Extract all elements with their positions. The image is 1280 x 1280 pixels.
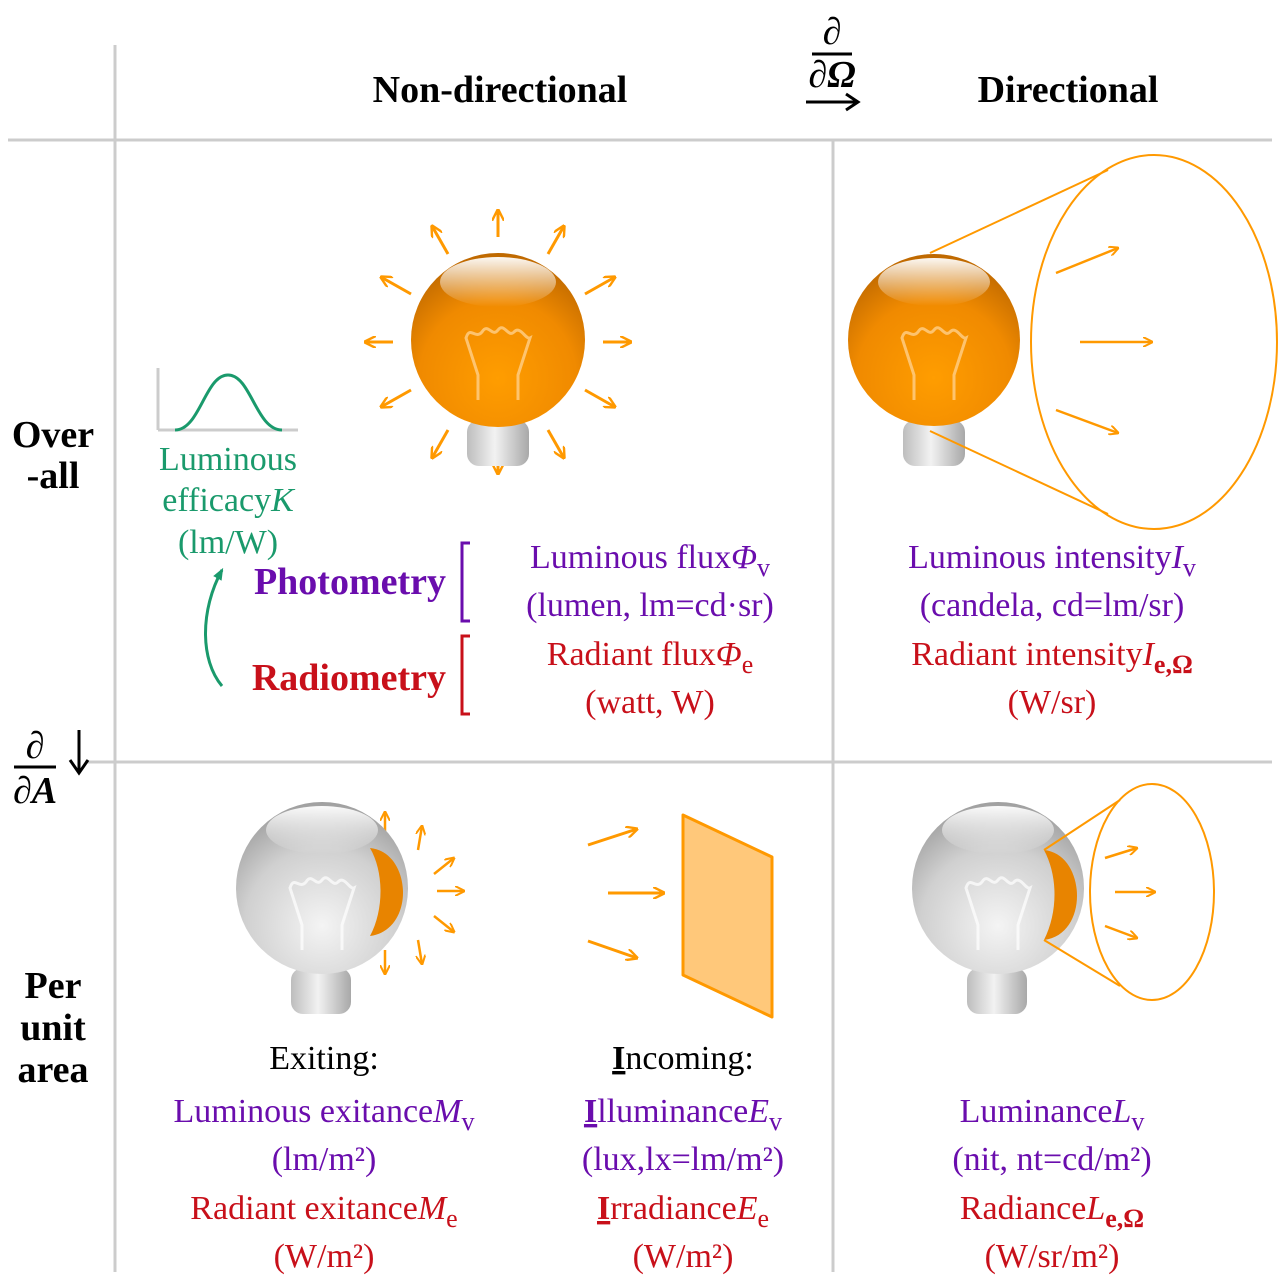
efficacy-arrow: [204, 567, 224, 687]
irradiance-unit: (W/m²): [633, 1238, 734, 1275]
illuminance-panel-icon: [587, 813, 774, 1019]
row-label-overall-2: -all: [27, 455, 80, 497]
exitance-bulb-icon: [236, 802, 464, 1014]
radiant-intensity-label: Radiant intensityIe,Ω: [911, 636, 1193, 679]
luminous-exitance-label: Luminous exitanceMv: [174, 1093, 475, 1136]
svg-text:∂: ∂: [823, 11, 842, 53]
luminous-flux-unit: (lumen, lm=cd·sr): [526, 587, 774, 624]
illuminance-label: IlluminanceEv: [584, 1093, 782, 1136]
legend-radiometry: Radiometry: [252, 657, 446, 699]
photometry-bracket: [460, 541, 470, 623]
radiant-flux-unit: (watt, W): [585, 684, 715, 721]
luminous-intensity-unit: (candela, cd=lm/sr): [920, 587, 1185, 624]
radiance-label: RadianceLe,Ω: [960, 1190, 1144, 1233]
svg-text:∂A: ∂A: [13, 770, 57, 812]
luminous-intensity-label: Luminous intensityIv: [908, 539, 1196, 582]
radiant-exitance-unit: (W/m²): [274, 1238, 375, 1275]
efficacy-label-1: Luminous: [159, 441, 297, 478]
grid-lines: [8, 45, 1272, 1272]
header-non-directional: Non-directional: [373, 69, 628, 111]
luminance-bulb-icon: [912, 783, 1215, 1014]
efficacy-label-2: efficacyK: [162, 482, 296, 519]
intensity-bulb-icon: [848, 154, 1278, 530]
luminance-label: LuminanceLv: [960, 1093, 1145, 1136]
partial-area-operator: ∂ ∂A: [13, 725, 90, 812]
radiant-exitance-label: Radiant exitanceMe: [190, 1190, 457, 1233]
luminous-flux-label: Luminous fluxΦv: [530, 539, 770, 582]
luminous-efficacy-curve-icon: [156, 368, 298, 432]
row-label-overall-1: Over: [12, 414, 94, 456]
svg-text:∂: ∂: [26, 725, 45, 767]
radiant-intensity-unit: (W/sr): [1008, 684, 1097, 721]
incoming-heading: Incoming:: [612, 1040, 754, 1077]
row-label-area: area: [17, 1049, 88, 1091]
header-directional: Directional: [978, 69, 1159, 111]
row-label-per: Per: [25, 965, 82, 1007]
partial-omega-operator: ∂ ∂Ω: [806, 11, 861, 112]
radiant-flux-label: Radiant fluxΦe: [547, 636, 753, 679]
svg-text:∂Ω: ∂Ω: [808, 54, 855, 96]
radiometry-bracket: [460, 634, 470, 716]
legend-photometry: Photometry: [254, 561, 446, 603]
row-label-unit: unit: [20, 1007, 86, 1049]
luminance-unit: (nit, nt=cd/m²): [952, 1141, 1151, 1178]
efficacy-unit: (lm/W): [178, 524, 278, 561]
exiting-heading: Exiting:: [269, 1040, 379, 1077]
flux-bulb-icon: [365, 210, 631, 474]
luminous-exitance-unit: (lm/m²): [272, 1141, 377, 1178]
radiance-unit: (W/sr/m²): [985, 1238, 1120, 1275]
illuminance-unit: (lux,lx=lm/m²): [582, 1141, 784, 1178]
irradiance-label: IrradianceEe: [597, 1190, 769, 1233]
